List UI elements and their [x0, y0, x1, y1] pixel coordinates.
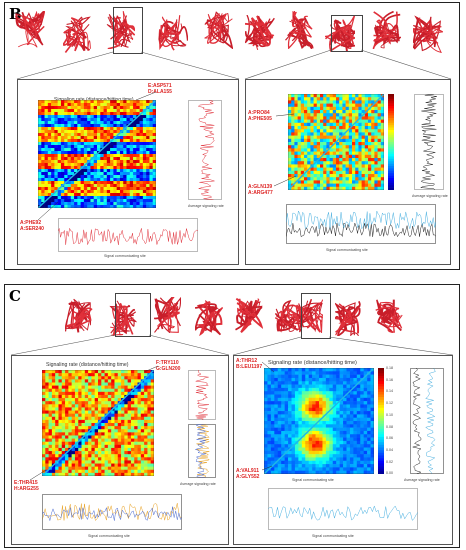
selection-box-c-right	[301, 293, 331, 339]
zoom-lines-c	[10, 334, 454, 356]
bottom-plot-c-right	[268, 488, 418, 530]
heatmap-b-left	[38, 100, 156, 208]
bottom-plot-b-left	[58, 218, 198, 252]
pointer-lines	[261, 361, 275, 471]
subpanel-c-right: Signaling rate (distance/hitting time) 0…	[233, 355, 453, 545]
colorbar-tick: 0.10	[386, 412, 393, 417]
pointer-lines	[37, 91, 157, 221]
side-xlabel: Average signaling rate	[180, 482, 216, 486]
panel-b: B Signaling rate (distance/hitting time)…	[4, 2, 460, 270]
bottom-plot-c-left	[42, 494, 182, 530]
protein-structure-icon	[335, 300, 361, 336]
subpanel-b-left: Signaling rate (distance/hitting time) E…	[17, 79, 239, 265]
protein-structure-icon	[15, 11, 45, 48]
bottom-xlabel: Signal communicating site	[326, 248, 368, 252]
colorbar-tick: 0.00	[386, 471, 393, 476]
side-plot-b-right	[414, 94, 444, 190]
subpanel-c-left: Signaling rate (distance/hitting time) F…	[11, 355, 229, 545]
heatmap-xlabel: Signal communicating site	[292, 478, 334, 482]
protein-structure-icon	[153, 297, 181, 333]
protein-structure-icon	[325, 15, 355, 53]
protein-structure-icon	[204, 11, 233, 49]
residue-label-top: A:PRO84 A:PHE505	[248, 110, 272, 122]
protein-structure-icon	[109, 300, 137, 336]
protein-structure-icon	[275, 300, 303, 333]
bottom-xlabel: Signal communicating site	[88, 534, 130, 538]
colorbar-c-right	[378, 368, 384, 474]
residue-label-top: F:TRY110 G:GLN200	[156, 360, 181, 372]
colorbar-ticks: 0.18 0.16 0.14 0.12 0.10 0.08 0.06 0.04 …	[386, 366, 400, 476]
colorbar-tick: 0.14	[386, 389, 393, 394]
heatmap-c-right	[264, 368, 374, 474]
colorbar-tick: 0.18	[386, 366, 393, 370]
side-plot-c-right	[410, 368, 444, 474]
protein-structure-icon	[65, 298, 93, 333]
colorbar-b-right	[388, 94, 394, 190]
side-xlabel: Average signaling rate	[188, 204, 224, 208]
protein-structure-icon	[235, 297, 263, 333]
zoom-lines-b	[16, 49, 452, 80]
protein-structure-icon	[158, 15, 188, 51]
pointer-lines	[29, 365, 159, 481]
bottom-xlabel: Signal communicating site	[104, 254, 146, 258]
residue-label-bottom: E:THR415 H:ARG255	[14, 480, 39, 492]
bottom-plot-b-right	[286, 204, 436, 244]
protein-structure-icon	[245, 15, 275, 51]
protein-strip-c	[5, 287, 459, 336]
protein-structure-icon	[372, 11, 401, 49]
side-xlabel: Average signaling rate	[404, 478, 440, 482]
colorbar-tick: 0.16	[386, 377, 393, 382]
selection-box-b-right	[331, 15, 363, 52]
protein-structure-icon	[195, 300, 223, 336]
panel-c: C Signaling rate (distance/hitting time)…	[4, 284, 460, 548]
bottom-xlabel: Signal communicating site	[312, 534, 354, 538]
side-xlabel: Average signaling rate	[412, 194, 448, 198]
selection-box-c-left	[115, 293, 151, 337]
colorbar-tick: 0.02	[386, 459, 393, 464]
protein-structure-icon	[63, 16, 91, 53]
protein-structure-icon	[413, 15, 443, 53]
heatmap-c-left	[42, 370, 154, 476]
residue-label-bottom: A:VAL911 A:GLY552	[236, 468, 260, 480]
colorbar-tick: 0.06	[386, 436, 393, 441]
heatmap-b-right	[288, 94, 384, 190]
subpanel-b-right: A:PRO84 A:PHE505 A:GLN139 A:ARG477 Average…	[245, 79, 451, 265]
residue-label-top: A:THR12 B:LEU1197	[236, 358, 263, 370]
protein-strip-b	[5, 7, 459, 55]
selection-box-b-left	[113, 7, 143, 54]
heatmap-title: Signaling rate (distance/hitting time)	[268, 360, 357, 366]
heatmap-title: Signaling rate (distance/hitting time)	[46, 362, 129, 368]
colorbar-tick: 0.12	[386, 401, 393, 406]
side-plot-b-left	[188, 100, 222, 200]
residue-label-bottom: A:GLN139 A:ARG477	[248, 184, 273, 196]
protein-structure-icon	[285, 11, 314, 49]
colorbar-tick: 0.08	[386, 424, 393, 429]
panel-c-label: C	[9, 287, 21, 305]
residue-label-bottom: A:PHE92 A:SER240	[20, 220, 44, 232]
pointer-lines	[273, 113, 297, 187]
side-plot-c-left-bottom	[188, 424, 216, 478]
protein-structure-icon	[375, 299, 403, 333]
residue-label-top: E:ASP571 D:ALA155	[148, 83, 172, 95]
side-plot-c-left-top	[188, 370, 216, 420]
colorbar-tick: 0.04	[386, 447, 393, 452]
